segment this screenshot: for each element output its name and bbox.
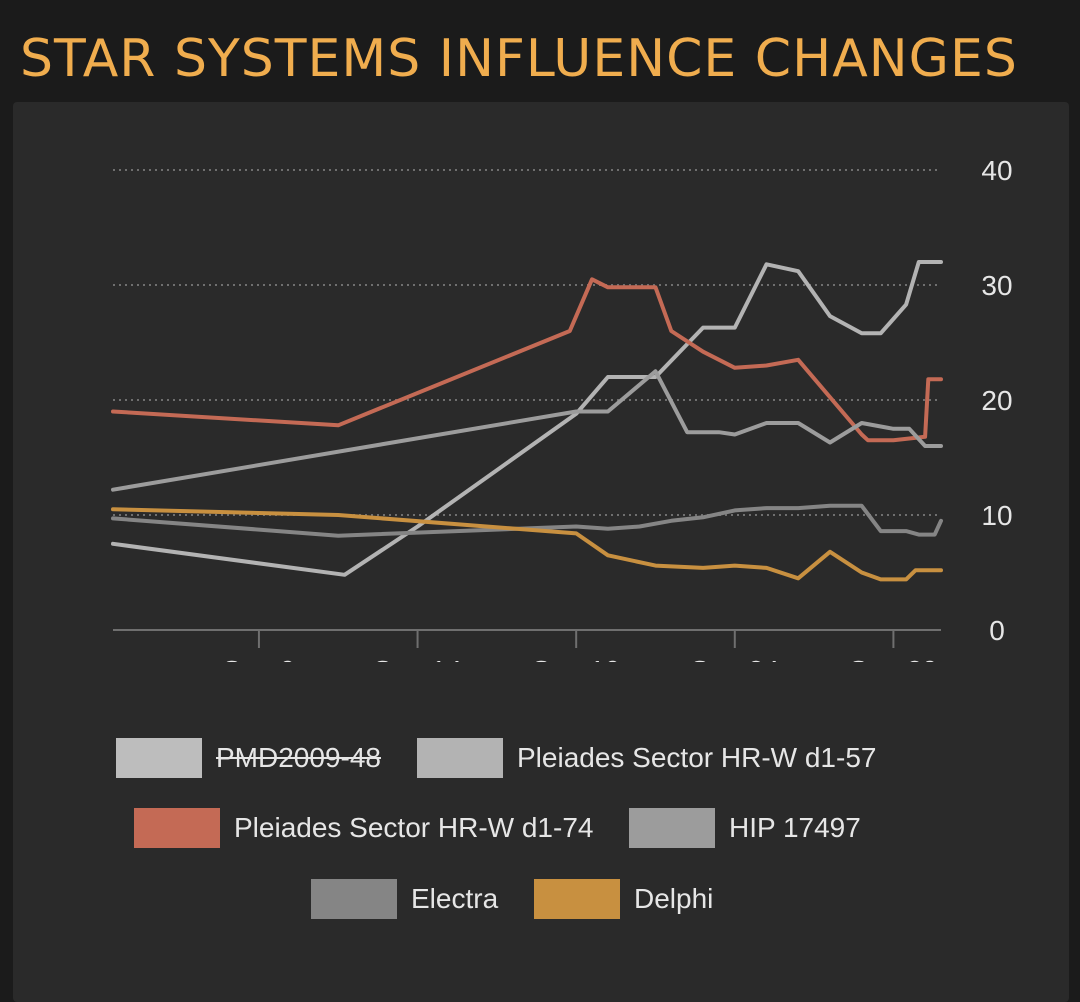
legend-label: HIP 17497 bbox=[729, 812, 861, 843]
series-line-delphi bbox=[111, 507, 943, 582]
legend-swatch bbox=[534, 879, 620, 919]
y-tick-label: 30 bbox=[981, 270, 1012, 301]
legend-item-pleiades-sector-hr-w-d1-74[interactable]: Pleiades Sector HR-W d1-74 bbox=[134, 808, 593, 848]
line-chart: 0 10 20 30 40 Sep 9 Sep 14 Sep 19 Sep 24 Sep 29 bbox=[111, 155, 1013, 662]
legend-swatch bbox=[417, 738, 503, 778]
series-line-pleiades-sector-hr-w-d1-57 bbox=[111, 260, 943, 577]
x-tick-label: Sep 24 bbox=[690, 655, 779, 662]
y-tick-label: 10 bbox=[981, 500, 1012, 531]
legend-label: Pleiades Sector HR-W d1-57 bbox=[517, 742, 877, 773]
legend-swatch bbox=[311, 879, 397, 919]
legend-item-delphi[interactable]: Delphi bbox=[534, 879, 713, 919]
series-line-pleiades-sector-hr-w-d1-74 bbox=[111, 277, 943, 443]
legend-swatch bbox=[134, 808, 220, 848]
legend-label: Pleiades Sector HR-W d1-74 bbox=[234, 812, 594, 843]
legend-item-pmd2009-48[interactable]: PMD2009-48 bbox=[116, 738, 381, 778]
x-tick-label: Sep 9 bbox=[222, 655, 295, 662]
legend-item-hip-17497[interactable]: HIP 17497 bbox=[629, 808, 861, 848]
legend-swatch bbox=[116, 738, 202, 778]
legend-swatch bbox=[629, 808, 715, 848]
legend-label: PMD2009-48 bbox=[216, 742, 381, 773]
x-tick-label: Sep 14 bbox=[373, 655, 462, 662]
y-tick-label: 20 bbox=[981, 385, 1012, 416]
series-line-electra bbox=[111, 503, 943, 538]
y-tick-label: 0 bbox=[989, 615, 1005, 646]
x-tick-label: Sep 29 bbox=[849, 655, 938, 662]
legend-label: Delphi bbox=[634, 883, 714, 914]
legend-label: Electra bbox=[411, 883, 499, 914]
x-tick-label: Sep 19 bbox=[532, 655, 621, 662]
chart-panel: 0 10 20 30 40 Sep 9 Sep 14 Sep 19 Sep 24 Sep 29 P… bbox=[13, 102, 1069, 1002]
series-line-hip-17497 bbox=[111, 369, 943, 492]
legend-item-electra[interactable]: Electra bbox=[311, 879, 498, 919]
legend-item-pleiades-sector-hr-w-d1-57[interactable]: Pleiades Sector HR-W d1-57 bbox=[417, 738, 876, 778]
y-tick-label: 40 bbox=[981, 155, 1012, 186]
chart-title: STAR SYSTEMS INFLUENCE CHANGES bbox=[20, 29, 1018, 89]
